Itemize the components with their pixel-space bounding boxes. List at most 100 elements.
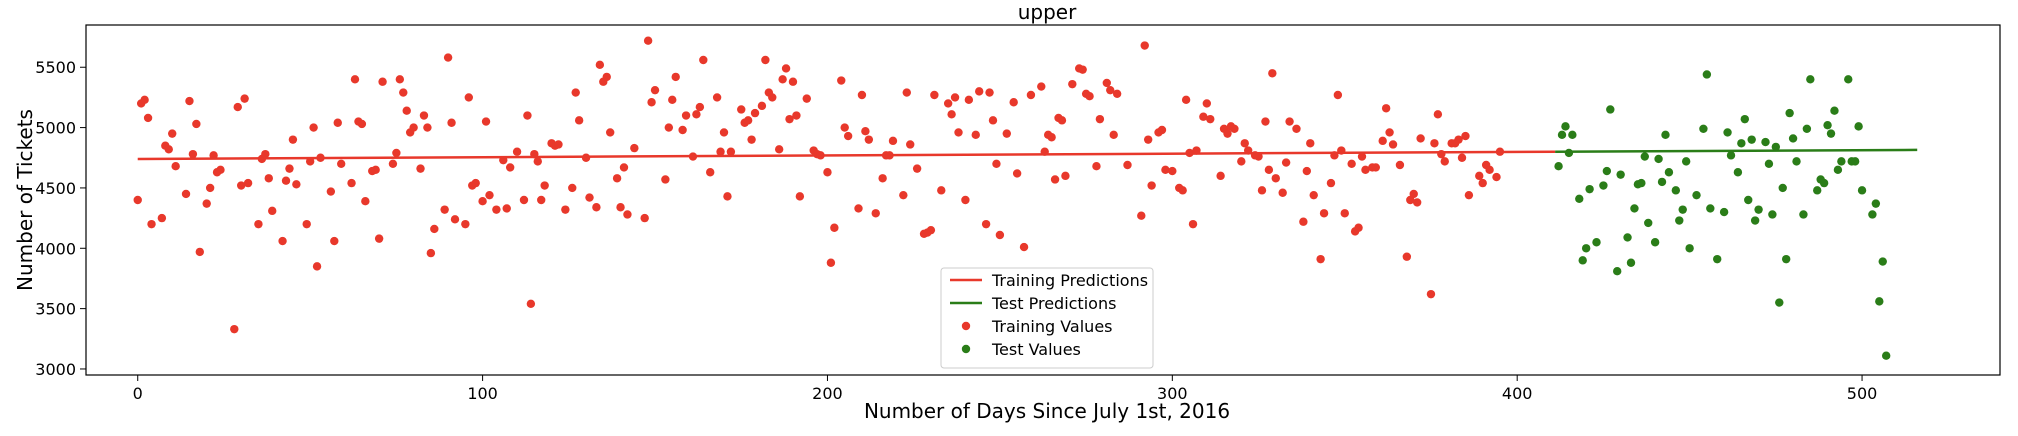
training-values-point-10 xyxy=(181,189,191,199)
training-values-point-155 xyxy=(861,127,870,136)
training-values-point-264 xyxy=(1371,163,1380,172)
training-values-point-24 xyxy=(243,178,253,188)
training-values-point-152 xyxy=(843,131,853,141)
training-values-point-233 xyxy=(1237,157,1246,166)
test-values-point-17 xyxy=(1630,204,1639,213)
test-values-point-29 xyxy=(1678,205,1687,214)
training-values-point-3 xyxy=(143,113,153,123)
training-values-point-67 xyxy=(447,118,456,127)
training-values-point-184 xyxy=(1002,129,1011,138)
training-values-point-76 xyxy=(492,205,501,214)
test-values-point-35 xyxy=(1706,204,1715,213)
test-values-point-13 xyxy=(1613,267,1622,276)
training-values-point-65 xyxy=(440,205,449,214)
training-values-point-27 xyxy=(261,149,270,159)
training-values-point-175 xyxy=(961,195,970,205)
test-values-point-9 xyxy=(1592,238,1601,247)
training-values-point-45 xyxy=(350,75,360,84)
training-values-point-115 xyxy=(678,125,687,135)
test-values-point-15 xyxy=(1623,233,1632,242)
training-values-point-188 xyxy=(1026,90,1036,100)
training-values-point-19 xyxy=(216,165,225,175)
test-values-point-64 xyxy=(1826,129,1836,138)
training-values-point-120 xyxy=(699,55,708,65)
training-values-point-240 xyxy=(1264,165,1274,175)
training-values-point-158 xyxy=(878,174,887,183)
training-values-point-206 xyxy=(1109,130,1118,140)
test-values-point-76 xyxy=(1878,257,1887,266)
test-values-point-49 xyxy=(1768,210,1777,219)
test-values-point-43 xyxy=(1744,195,1753,205)
training-values-point-170 xyxy=(937,186,946,195)
training-values-point-98 xyxy=(595,60,605,70)
training-values-point-153 xyxy=(854,204,863,213)
training-values-point-86 xyxy=(537,195,546,205)
training-values-point-220 xyxy=(1178,186,1187,195)
training-values-point-266 xyxy=(1381,104,1391,113)
training-values-point-50 xyxy=(371,165,380,175)
training-values-point-73 xyxy=(478,197,487,206)
training-values-point-121 xyxy=(706,168,715,177)
training-values-point-2 xyxy=(140,95,149,105)
test-values-point-65 xyxy=(1830,106,1839,115)
training-values-point-237 xyxy=(1254,152,1263,161)
training-values-point-178 xyxy=(975,87,984,96)
legend-box xyxy=(940,267,1154,369)
training-values-point-123 xyxy=(716,147,725,156)
training-values-point-275 xyxy=(1426,289,1436,299)
training-values-point-274 xyxy=(1416,134,1425,143)
training-values-point-85 xyxy=(533,157,542,166)
training-values-point-119 xyxy=(695,102,705,112)
test-values-point-38 xyxy=(1723,128,1732,137)
training-values-point-216 xyxy=(1157,125,1167,135)
training-values-point-111 xyxy=(661,175,670,184)
test-values-point-44 xyxy=(1747,135,1756,144)
test-values-point-56 xyxy=(1792,157,1801,166)
training-values-point-32 xyxy=(285,164,294,173)
training-values-point-192 xyxy=(1047,133,1056,142)
training-values-point-176 xyxy=(964,95,974,105)
training-values-point-248 xyxy=(1302,166,1312,176)
training-values-point-265 xyxy=(1378,136,1387,146)
legend-test-predictions-label: Test Predictions xyxy=(991,294,1116,313)
training-values-point-272 xyxy=(1409,189,1418,199)
training-values-point-44 xyxy=(347,178,356,188)
training-values-point-193 xyxy=(1050,175,1060,184)
test-values-point-12 xyxy=(1606,105,1615,114)
x-tick-label-500: 500 xyxy=(1847,384,1878,403)
test-values-point-20 xyxy=(1640,152,1649,161)
training-values-point-114 xyxy=(671,72,680,82)
training-values-point-56 xyxy=(399,88,408,97)
test-values-point-36 xyxy=(1713,254,1722,264)
training-values-point-171 xyxy=(943,99,953,108)
training-values-point-241 xyxy=(1268,69,1277,78)
test-values-point-0 xyxy=(1554,162,1563,171)
y-tick-label-5000: 5000 xyxy=(35,119,76,138)
training-values-point-269 xyxy=(1395,160,1405,170)
training-values-point-129 xyxy=(743,116,753,125)
x-tick-label-100: 100 xyxy=(467,384,498,403)
training-values-point-205 xyxy=(1106,85,1115,95)
training-values-point-180 xyxy=(985,88,994,97)
training-values-point-37 xyxy=(309,123,318,132)
training-values-point-117 xyxy=(688,152,698,161)
training-values-point-106 xyxy=(630,143,639,153)
training-values-point-291 xyxy=(1495,147,1505,156)
training-values-point-141 xyxy=(792,111,801,120)
training-values-point-251 xyxy=(1316,254,1325,264)
training-values-point-187 xyxy=(1019,242,1029,252)
training-values-point-260 xyxy=(1354,223,1363,232)
test-values-point-26 xyxy=(1664,168,1674,177)
training-values-point-185 xyxy=(1009,98,1018,107)
test-predictions-line xyxy=(1555,148,1918,153)
training-values-point-169 xyxy=(930,90,939,100)
training-values-point-225 xyxy=(1199,112,1208,121)
test-values-point-62 xyxy=(1819,178,1829,188)
training-values-point-35 xyxy=(302,219,311,229)
training-values-point-47 xyxy=(357,119,367,129)
training-values-point-197 xyxy=(1068,79,1077,89)
y-axis-label: Number of Tickets xyxy=(13,109,37,291)
training-values-point-245 xyxy=(1285,117,1294,126)
training-values-point-283 xyxy=(1457,153,1467,162)
training-values-point-179 xyxy=(981,219,991,229)
